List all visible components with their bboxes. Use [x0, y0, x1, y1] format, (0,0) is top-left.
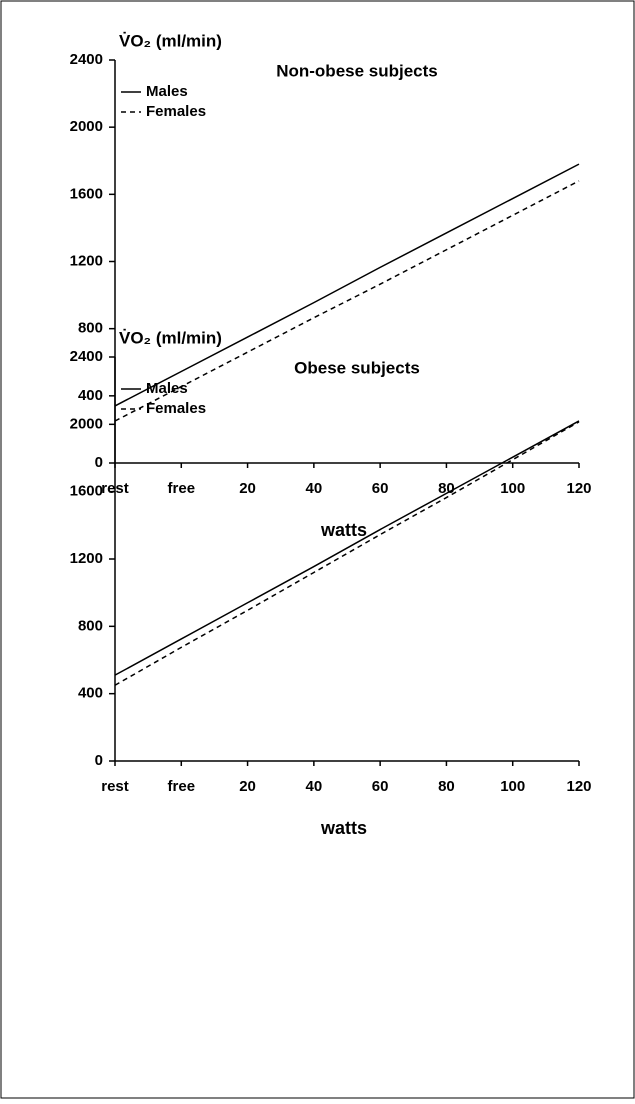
x-tick-label: 80 — [438, 480, 455, 497]
series-line — [114, 420, 580, 676]
x-tick-label: 60 — [372, 480, 389, 497]
y-axis-label: V̇O₂ (ml/min) — [119, 328, 222, 347]
x-axis-label: watts — [320, 520, 367, 540]
y-tick-label: 2400 — [70, 51, 103, 68]
x-tick-label: 40 — [306, 778, 323, 795]
series-line — [114, 163, 580, 407]
x-tick-label: 60 — [372, 778, 389, 795]
x-tick-label: 120 — [566, 778, 591, 795]
y-tick-label: 800 — [78, 320, 103, 337]
x-axis-label: watts — [320, 818, 367, 838]
y-tick-label: 1600 — [70, 185, 103, 202]
y-tick-label: 2000 — [70, 118, 103, 135]
y-tick-label: 2400 — [70, 348, 103, 365]
x-tick-label: free — [168, 480, 196, 497]
y-axis-label: V̇O₂ (ml/min) — [119, 31, 222, 50]
x-tick-label: 40 — [306, 480, 323, 497]
y-tick-label: 1600 — [70, 483, 103, 500]
x-tick-label: 80 — [438, 778, 455, 795]
x-tick-label: 100 — [500, 480, 525, 497]
x-tick-label: free — [168, 778, 196, 795]
y-tick-label: 400 — [78, 685, 103, 702]
chart-title: Non-obese subjects — [276, 61, 438, 80]
legend-label: Females — [146, 400, 206, 417]
legend-label: Males — [146, 83, 188, 100]
legend-label: Females — [146, 103, 206, 120]
chart-title: Obese subjects — [294, 358, 420, 377]
y-tick-label: 800 — [78, 617, 103, 634]
legend-label: Males — [146, 380, 188, 397]
series-line — [114, 180, 580, 422]
x-tick-label: rest — [101, 778, 129, 795]
x-tick-label: 100 — [500, 778, 525, 795]
y-tick-label: 1200 — [70, 252, 103, 269]
y-tick-label: 1200 — [70, 550, 103, 567]
y-tick-label: 2000 — [70, 415, 103, 432]
y-tick-label: 400 — [78, 387, 103, 404]
y-tick-label: 0 — [95, 752, 103, 769]
series-line — [114, 421, 580, 686]
x-tick-label: 20 — [239, 778, 256, 795]
y-tick-label: 0 — [95, 454, 103, 471]
x-tick-label: 20 — [239, 480, 256, 497]
x-tick-label: 120 — [566, 480, 591, 497]
